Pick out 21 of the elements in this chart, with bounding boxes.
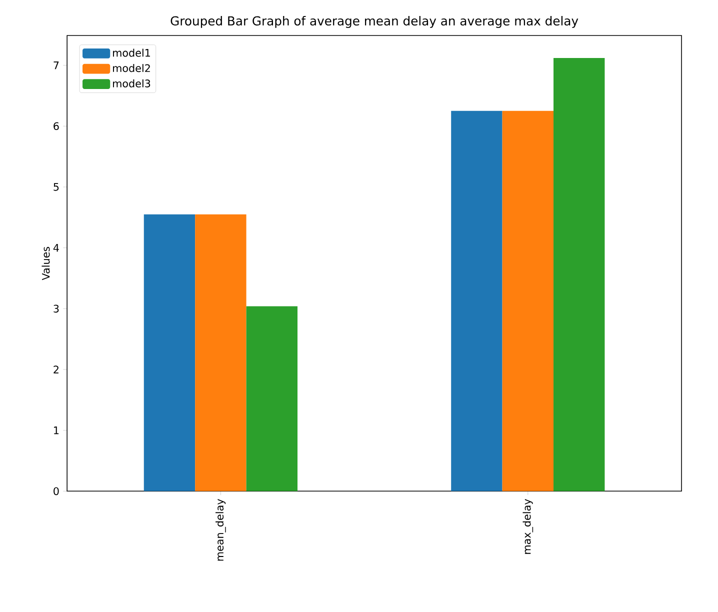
bar	[144, 214, 196, 491]
y-tick-label: 1	[54, 426, 59, 434]
bar	[246, 306, 298, 491]
bar	[554, 58, 605, 491]
x-tick-label: max_delay	[522, 498, 534, 554]
y-tick-label: 0	[54, 487, 59, 495]
y-tick-label: 3	[54, 304, 59, 312]
y-tick-label: 4	[53, 244, 59, 252]
legend-label: model1	[113, 48, 150, 57]
y-tick-label: 7	[54, 61, 59, 69]
bar	[451, 110, 502, 491]
legend-label: model2	[113, 64, 150, 72]
y-tick-label: 6	[54, 122, 59, 130]
bar	[502, 110, 554, 491]
y-tick-label: 5	[54, 182, 59, 191]
x-tick-label: mean_delay	[216, 498, 226, 560]
chart-title: Grouped Bar Graph of average mean delay an average max delay	[170, 16, 578, 28]
legend-label: model3	[113, 79, 150, 88]
bar	[195, 214, 246, 491]
y-tick-label: 2	[54, 365, 58, 374]
y-axis-title: Values	[42, 246, 50, 280]
